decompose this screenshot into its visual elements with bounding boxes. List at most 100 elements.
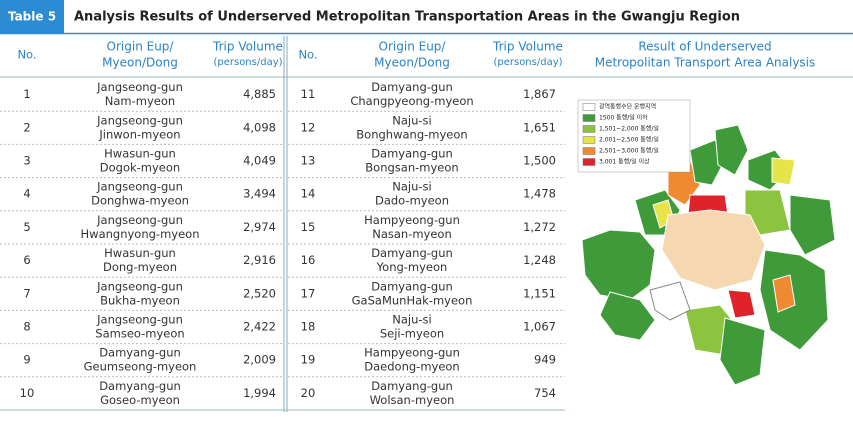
trip-volume: 1,067 — [523, 320, 556, 334]
trip-volume: 4,885 — [243, 87, 276, 101]
origin: Daedong-myeon — [364, 360, 459, 374]
trip-volume: 4,098 — [243, 120, 276, 134]
region — [771, 157, 796, 186]
row-number: 5 — [23, 220, 30, 234]
row-number: 15 — [301, 220, 316, 234]
trip-volume: 2,974 — [243, 220, 276, 234]
origin: Jangseong-gun — [96, 313, 183, 327]
row-number: 19 — [301, 353, 316, 367]
origin: Naju-si — [392, 113, 431, 127]
column-header: Origin Eup/ — [107, 40, 175, 54]
row-number: 2 — [23, 120, 30, 134]
origin: Hwasun-gun — [104, 147, 176, 161]
origin: Damyang-gun — [371, 379, 453, 393]
origin: Goseo-myeon — [100, 393, 180, 407]
label-box — [0, 0, 64, 33]
origin: Jangseong-gun — [96, 180, 183, 194]
legend-label: 1,501~2,000 통행/일 — [599, 125, 659, 133]
column-header: Result of Underserved — [638, 40, 771, 54]
origin: Jangseong-gun — [96, 113, 183, 127]
legend-label: 광역통행수단 운행지역 — [599, 103, 656, 111]
column-header: Myeon/Dong — [374, 56, 450, 70]
row-number: 4 — [23, 187, 30, 201]
region — [789, 194, 836, 256]
legend-swatch — [582, 125, 596, 133]
table-title: Analysis Results of Underserved Metropol… — [74, 10, 740, 25]
map — [581, 124, 836, 386]
row-number: 18 — [301, 320, 316, 334]
column-header: Metropolitan Transport Area Analysis — [595, 56, 816, 70]
region — [661, 209, 766, 291]
origin: Nasan-myeon — [372, 227, 452, 241]
row-number: 20 — [301, 386, 316, 400]
trip-volume: 4,049 — [243, 154, 276, 168]
origin: Damyang-gun — [371, 246, 453, 260]
trip-volume: 949 — [534, 353, 556, 367]
region — [744, 189, 791, 236]
legend-label: 2,501~3,000 통행/일 — [599, 147, 659, 155]
column-header: (persons/day) — [493, 57, 562, 68]
origin: Damyang-gun — [371, 147, 453, 161]
row-number: 13 — [301, 154, 316, 168]
origin: Jangseong-gun — [96, 80, 183, 94]
column-header: Trip Volume — [212, 40, 283, 54]
origin: Donghwa-myeon — [91, 194, 189, 208]
row-number: 10 — [20, 386, 35, 400]
origin: Dong-myeon — [103, 260, 177, 274]
region — [719, 317, 766, 386]
region — [689, 139, 726, 186]
origin: Naju-si — [392, 180, 431, 194]
legend-swatch — [582, 147, 596, 155]
column-header: Myeon/Dong — [102, 56, 178, 70]
origin: Dado-myeon — [375, 194, 449, 208]
origin: Hwangnyong-myeon — [81, 227, 200, 241]
origin: Dogok-myeon — [100, 161, 180, 175]
column-header: (persons/day) — [213, 57, 282, 68]
row-number: 9 — [23, 353, 30, 367]
legend-swatch — [582, 136, 596, 144]
trip-volume: 2,916 — [243, 253, 276, 267]
region — [714, 124, 749, 176]
trip-volume: 3,494 — [243, 187, 276, 201]
origin: Bukha-myeon — [100, 293, 180, 307]
region — [727, 289, 756, 319]
column-header: Origin Eup/ — [379, 40, 447, 54]
origin: Damyang-gun — [99, 346, 181, 360]
trip-volume: 2,009 — [243, 353, 276, 367]
origin: Bongsan-myeon — [365, 161, 458, 175]
legend-label: 3,001 통행/일 이상 — [599, 158, 650, 166]
origin: Changpyeong-myeon — [350, 94, 473, 108]
row-number: 7 — [23, 286, 30, 300]
trip-volume: 2,520 — [243, 286, 276, 300]
row-number: 3 — [23, 154, 30, 168]
trip-volume: 1,651 — [523, 120, 556, 134]
trip-volume: 1,500 — [523, 154, 556, 168]
trip-volume: 1,151 — [523, 286, 556, 300]
origin: Wolsan-myeon — [370, 393, 455, 407]
legend-swatch — [582, 114, 596, 122]
origin: Geumseong-myeon — [84, 360, 197, 374]
trip-volume: 1,867 — [523, 87, 556, 101]
region — [599, 291, 656, 341]
region — [649, 281, 691, 321]
row-number: 1 — [23, 87, 30, 101]
origin: Seji-myeon — [380, 327, 444, 341]
origin: Naju-si — [392, 313, 431, 327]
legend-swatch — [582, 103, 596, 111]
trip-volume: 2,422 — [243, 320, 276, 334]
legend-label: 1500 통행/일 이하 — [599, 114, 648, 122]
origin: Samseo-myeon — [95, 327, 184, 341]
row-number: 17 — [301, 286, 316, 300]
column-header: No. — [298, 48, 317, 62]
origin: Bonghwang-myeon — [356, 127, 467, 141]
row-number: 12 — [301, 120, 316, 134]
origin: Jangseong-gun — [96, 279, 183, 293]
origin: Nam-myeon — [105, 94, 175, 108]
table-label: Table 5 — [8, 10, 56, 24]
legend-label: 2,001~2,500 통행/일 — [599, 136, 659, 144]
region — [581, 229, 656, 301]
origin: Hampyeong-gun — [364, 213, 460, 227]
legend-box — [577, 99, 691, 173]
origin: Damyang-gun — [371, 80, 453, 94]
